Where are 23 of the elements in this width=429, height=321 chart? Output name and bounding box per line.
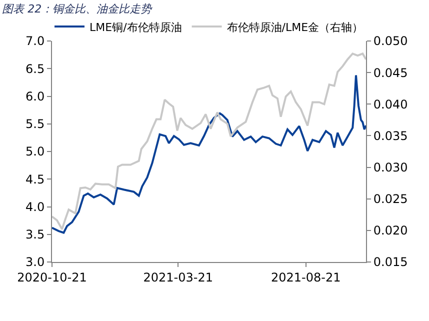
y2-tick-label: 0.035 — [373, 128, 408, 143]
y2-tick-label: 0.030 — [373, 160, 408, 174]
y-tick-label: 3.0 — [26, 255, 45, 270]
x-tick-label: 2021-08-21 — [270, 270, 341, 284]
y2-tick-label: 0.025 — [373, 192, 408, 206]
y2-tick-label: 0.020 — [373, 224, 408, 238]
y-tick-label: 5.5 — [26, 117, 45, 132]
y-tick-label: 4.5 — [26, 172, 45, 186]
y2-tick-label: 0.050 — [373, 34, 408, 48]
y2-tick-label: 0.015 — [373, 255, 408, 270]
y-tick-label: 3.5 — [26, 228, 45, 242]
y2-tick-label: 0.040 — [373, 97, 408, 112]
y2-tick-label: 0.045 — [373, 66, 408, 80]
y-tick-label: 4.0 — [26, 200, 45, 214]
y-tick-label: 5.0 — [26, 144, 45, 159]
y-tick-label: 6.5 — [26, 62, 45, 76]
legend-label: LME铜/布伦特原油 — [90, 20, 182, 34]
x-tick-label: 2020-10-21 — [17, 270, 87, 284]
x-tick-label: 2021-03-21 — [143, 270, 213, 284]
y-tick-label: 7.0 — [26, 34, 45, 48]
chart-title: 图表 22：铜金比、油金比走势 — [2, 2, 153, 16]
legend-label: 布伦特原油/LME金（右轴） — [226, 20, 364, 34]
y-tick-label: 6.0 — [26, 89, 45, 104]
